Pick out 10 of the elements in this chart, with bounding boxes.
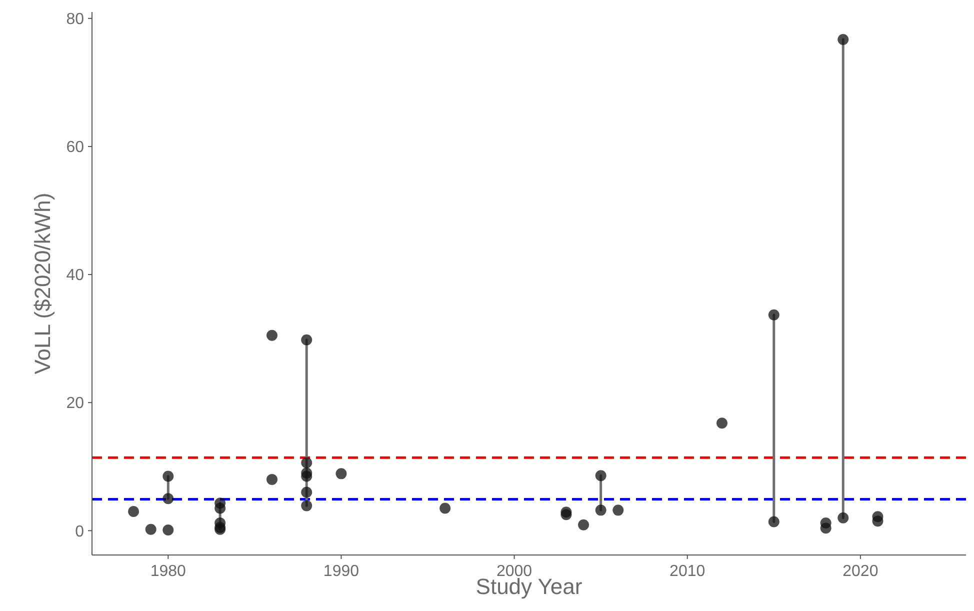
y-tick-label: 0 — [75, 523, 84, 540]
x-tick-label: 2010 — [670, 563, 706, 580]
x-tick-label: 2020 — [842, 563, 878, 580]
y-axis-title: VoLL ($2020/kWh) — [30, 192, 55, 374]
y-tick-label: 20 — [66, 395, 84, 412]
x-tick-label: 1980 — [150, 563, 186, 580]
y-tick-label: 80 — [66, 11, 84, 28]
x-tick-label: 1990 — [323, 563, 360, 580]
y-tick-label: 60 — [66, 139, 84, 156]
y-tick-label: 40 — [66, 267, 84, 284]
